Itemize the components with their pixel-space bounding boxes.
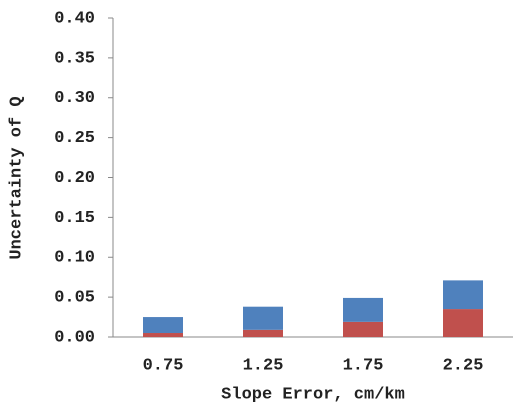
- y-tick-label: 0.00: [54, 328, 95, 347]
- y-axis-title: Uncertainty of Q: [7, 96, 26, 259]
- x-axis-title: Slope Error, cm/km: [221, 385, 405, 404]
- y-tick-label: 0.30: [54, 89, 95, 108]
- bar-segment: [343, 321, 383, 337]
- bar-segment: [243, 329, 283, 337]
- x-tick-label: 1.75: [343, 356, 384, 375]
- bar-segment: [443, 280, 483, 310]
- bar-segment: [343, 297, 383, 322]
- bar-segment: [143, 317, 183, 334]
- y-tick-label: 0.20: [54, 169, 95, 188]
- x-tick-label: 2.25: [443, 356, 484, 375]
- y-tick-label: 0.40: [54, 9, 95, 28]
- y-tick-label: 0.05: [54, 289, 95, 308]
- x-tick-label: 0.75: [143, 356, 184, 375]
- y-tick-label: 0.35: [54, 49, 95, 68]
- y-tick-label: 0.15: [54, 209, 95, 228]
- y-tick-label: 0.10: [54, 249, 95, 268]
- bar-segment: [443, 309, 483, 337]
- bar-segment: [243, 306, 283, 330]
- bar-segment: [143, 333, 183, 337]
- y-tick-label: 0.25: [54, 129, 95, 148]
- x-tick-label: 1.25: [243, 356, 284, 375]
